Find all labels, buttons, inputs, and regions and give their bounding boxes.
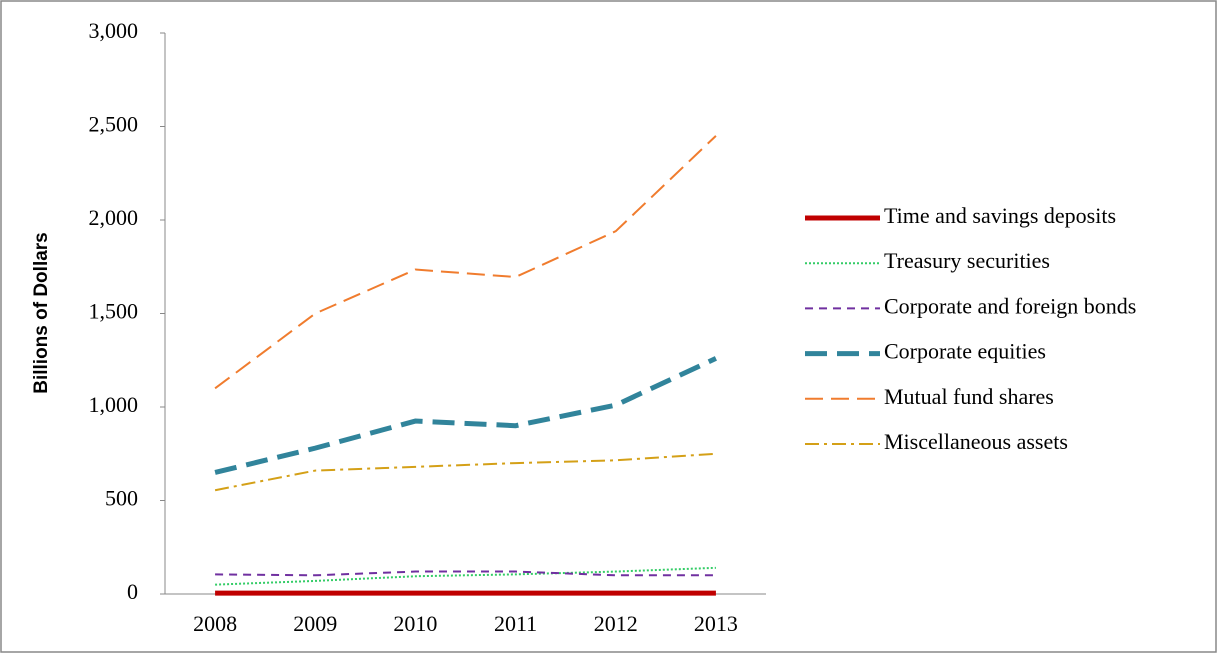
y-tick-label: 2,000 — [89, 205, 139, 230]
legend-label: Miscellaneous assets — [884, 429, 1068, 454]
legend-label: Treasury securities — [884, 248, 1050, 273]
x-tick-label: 2008 — [193, 611, 237, 636]
legend-label: Mutual fund shares — [884, 384, 1054, 409]
series-line — [215, 566, 716, 586]
legend-label: Corporate equities — [884, 339, 1046, 364]
series-line — [214, 452, 716, 492]
y-tick-label: 1,500 — [89, 299, 139, 324]
y-axis-label: Billions of Dollars — [31, 232, 52, 394]
x-tick-label: 2011 — [494, 611, 537, 636]
legend-label: Corporate and foreign bonds — [884, 293, 1136, 318]
y-tick-label: 0 — [127, 579, 138, 604]
x-tick-label: 2013 — [694, 611, 738, 636]
x-tick-label: 2010 — [393, 611, 437, 636]
y-tick-label: 1,000 — [89, 392, 139, 417]
y-tick-label: 3,000 — [89, 18, 139, 43]
series-line — [214, 356, 717, 475]
y-tick-label: 2,500 — [89, 112, 139, 137]
y-tick-label: 500 — [105, 486, 138, 511]
x-tick-label: 2009 — [293, 611, 337, 636]
x-tick-label: 2012 — [594, 611, 638, 636]
series-line — [214, 135, 717, 390]
legend-label: Time and savings deposits — [884, 203, 1116, 228]
